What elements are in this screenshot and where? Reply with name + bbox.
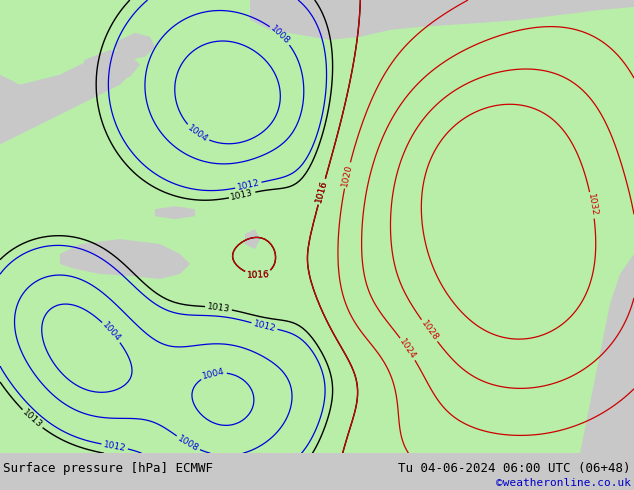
Text: 1016: 1016 — [247, 270, 269, 280]
Text: Surface pressure [hPa] ECMWF: Surface pressure [hPa] ECMWF — [3, 463, 213, 475]
Text: 1013: 1013 — [207, 302, 231, 314]
Text: 1008: 1008 — [269, 24, 292, 46]
Text: 1013: 1013 — [230, 188, 254, 202]
Polygon shape — [0, 0, 130, 145]
Text: 1013: 1013 — [21, 408, 44, 430]
Polygon shape — [245, 229, 260, 249]
Text: 1016: 1016 — [314, 179, 329, 204]
Text: ©weatheronline.co.uk: ©weatheronline.co.uk — [496, 478, 631, 488]
Polygon shape — [80, 50, 140, 83]
Text: 1024: 1024 — [398, 337, 418, 361]
Text: 1016: 1016 — [314, 179, 329, 204]
Text: 1016: 1016 — [247, 270, 269, 280]
Polygon shape — [250, 0, 634, 40]
Polygon shape — [0, 0, 634, 115]
Polygon shape — [115, 33, 155, 60]
Polygon shape — [155, 206, 195, 219]
Text: 1004: 1004 — [201, 367, 226, 381]
Text: 1028: 1028 — [419, 319, 440, 343]
Text: 1004: 1004 — [101, 320, 122, 344]
Text: 1012: 1012 — [103, 440, 127, 453]
Polygon shape — [60, 239, 190, 279]
Text: 1012: 1012 — [252, 319, 276, 333]
Polygon shape — [580, 254, 634, 453]
Text: 1032: 1032 — [586, 193, 598, 217]
Text: 1020: 1020 — [340, 163, 354, 188]
Polygon shape — [0, 0, 634, 453]
Text: 1008: 1008 — [176, 434, 200, 453]
Text: 1004: 1004 — [186, 123, 209, 144]
Text: Tu 04-06-2024 06:00 UTC (06+48): Tu 04-06-2024 06:00 UTC (06+48) — [398, 463, 631, 475]
Text: 1012: 1012 — [236, 178, 261, 192]
